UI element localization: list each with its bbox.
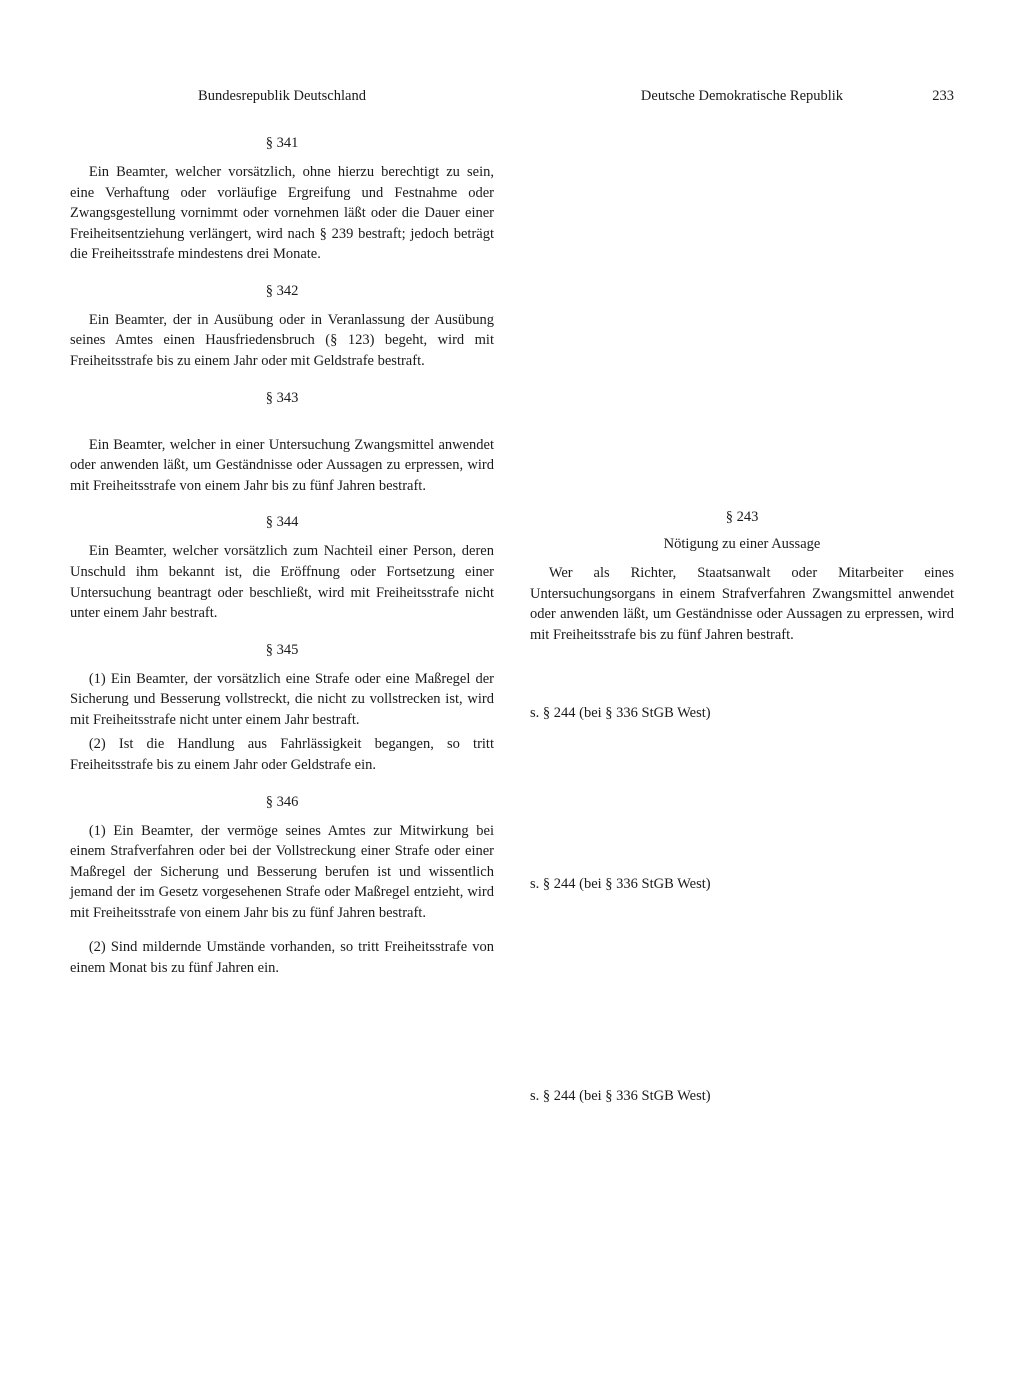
paragraph-text: (2) Sind mildernde Umstände vorhanden, s… [70, 937, 494, 978]
cross-reference: s. § 244 (bei § 336 StGB West) [530, 703, 954, 724]
right-column: Deutsche Demokratische Republik 233 § 24… [530, 88, 954, 1107]
section-number: § 342 [70, 283, 494, 300]
cross-reference: s. § 244 (bei § 336 StGB West) [530, 874, 954, 895]
section-number: § 345 [70, 642, 494, 659]
spacer [530, 135, 954, 491]
spacer [530, 665, 954, 703]
paragraph-text: Ein Beamter, welcher vorsätzlich zum Nac… [70, 541, 494, 623]
spacer [530, 894, 954, 1086]
section-number: § 346 [70, 794, 494, 811]
paragraph-text: Wer als Richter, Staatsanwalt oder Mitar… [530, 563, 954, 645]
paragraph-text: Ein Beamter, welcher vorsätzlich, ohne h… [70, 162, 494, 265]
right-column-header: Deutsche Demokratische Republik 233 [530, 88, 954, 105]
paragraph-text: (2) Ist die Handlung aus Fahrlässigkeit … [70, 734, 494, 775]
section-title: Nötigung zu einer Aussage [530, 536, 954, 553]
left-column: Bundesrepublik Deutschland § 341 Ein Bea… [70, 88, 494, 1107]
page-container: Bundesrepublik Deutschland § 341 Ein Bea… [70, 88, 954, 1107]
section-number: § 344 [70, 514, 494, 531]
section-number: § 343 [70, 390, 494, 407]
cross-reference: s. § 244 (bei § 336 StGB West) [530, 1086, 954, 1107]
spacer [530, 724, 954, 874]
page-number: 233 [932, 88, 954, 105]
section-243: § 243 Nötigung zu einer Aussage Wer als … [530, 509, 954, 645]
paragraph-text: Ein Beamter, der in Ausübung oder in Ver… [70, 310, 494, 372]
section-number: § 243 [530, 509, 954, 526]
paragraph-text: (1) Ein Beamter, der vermöge seines Amte… [70, 821, 494, 924]
right-header-title: Deutsche Demokratische Republik [641, 88, 843, 105]
section-number: § 341 [70, 135, 494, 152]
left-column-header: Bundesrepublik Deutschland [70, 88, 494, 105]
paragraph-text: (1) Ein Beamter, der vorsätzlich eine St… [70, 669, 494, 731]
paragraph-text: Ein Beamter, welcher in einer Untersuchu… [70, 435, 494, 497]
